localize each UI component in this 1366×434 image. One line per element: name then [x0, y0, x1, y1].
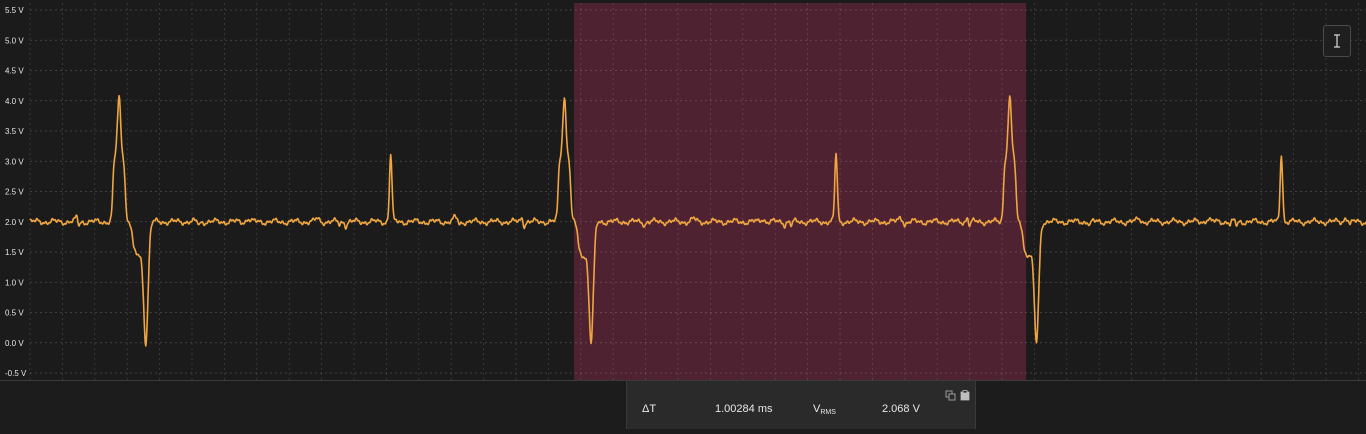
text-cursor-icon	[1334, 34, 1340, 48]
y-tick-label: -0.5 V	[5, 369, 27, 378]
delta-t-label: ΔT	[642, 403, 657, 415]
y-tick-label: 3.5 V	[5, 127, 24, 136]
clipboard-icon[interactable]	[960, 390, 970, 401]
y-axis-ticks: 5.5 V 5.0 V 4.5 V 4.0 V 3.5 V 3.0 V 2.5 V 2.0 V…	[5, 6, 27, 378]
y-tick-label: 1.0 V	[5, 278, 24, 287]
selection-region[interactable]	[574, 3, 1026, 380]
y-tick-label: 3.0 V	[5, 157, 24, 166]
y-tick-label: 1.5 V	[5, 248, 24, 257]
y-tick-label: 4.0 V	[5, 97, 24, 106]
measurement-panel: ΔT 1.00284 ms VRMS 2.068 V	[626, 381, 976, 429]
vrms-label: VRMS	[813, 403, 836, 416]
y-tick-label: 2.0 V	[5, 218, 24, 227]
y-tick-label: 4.5 V	[5, 67, 24, 76]
cursor-tool-button[interactable]	[1323, 25, 1351, 57]
y-tick-label: 0.5 V	[5, 309, 24, 318]
y-tick-label: 2.5 V	[5, 188, 24, 197]
y-tick-label: 0.0 V	[5, 339, 24, 348]
y-tick-label: 5.0 V	[5, 36, 24, 45]
vrms-value: 2.068 V	[882, 403, 920, 415]
delta-t-value: 1.00284 ms	[715, 403, 773, 415]
signal-trace	[29, 94, 1366, 347]
y-tick-label: 5.5 V	[5, 6, 24, 15]
waveform-plot[interactable]: 5.5 V 5.0 V 4.5 V 4.0 V 3.5 V 3.0 V 2.5 V 2.0 V…	[0, 0, 1366, 380]
copy-icon[interactable]	[945, 390, 956, 401]
